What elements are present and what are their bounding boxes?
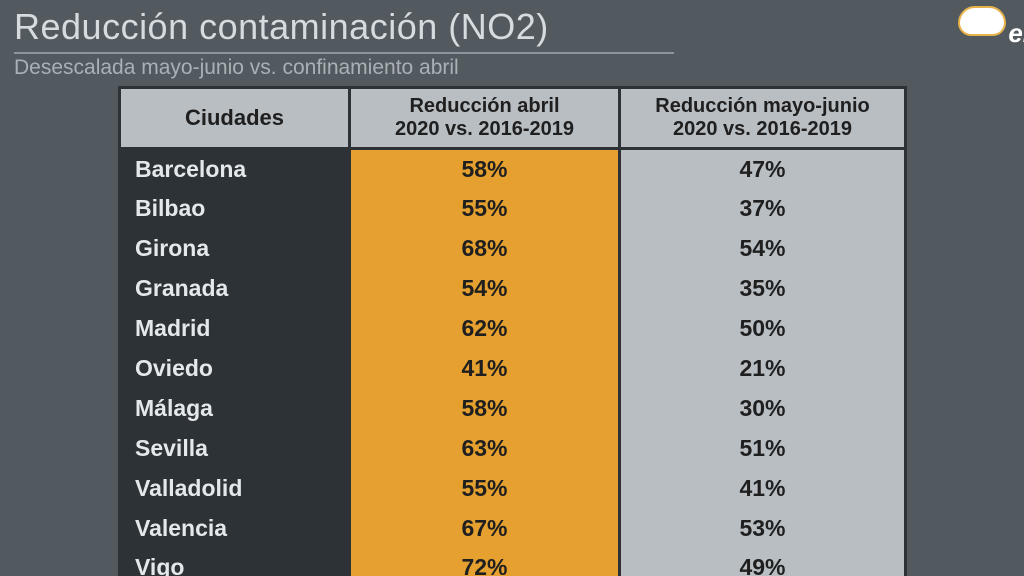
header-april: Reducción abril 2020 vs. 2016-2019	[350, 88, 620, 149]
city-cell: Madrid	[120, 309, 350, 349]
table-row: Girona68%54%	[120, 229, 906, 269]
mayjun-cell: 37%	[620, 189, 906, 229]
header-mayjun-line1: Reducción mayo-junio	[655, 95, 869, 117]
mayjun-cell: 51%	[620, 429, 906, 469]
april-cell: 54%	[350, 269, 620, 309]
april-cell: 58%	[350, 149, 620, 189]
table-row: Barcelona58%47%	[120, 149, 906, 189]
april-cell: 55%	[350, 189, 620, 229]
april-cell: 72%	[350, 549, 620, 576]
mayjun-cell: 54%	[620, 229, 906, 269]
table-row: Vigo72%49%	[120, 549, 906, 576]
april-cell: 55%	[350, 469, 620, 509]
april-cell: 41%	[350, 349, 620, 389]
page-subtitle: Desescalada mayo-junio vs. confinamiento…	[14, 56, 1010, 80]
header-mayjun-line2: 2020 vs. 2016-2019	[673, 118, 852, 140]
table-body: Barcelona58%47%Bilbao55%37%Girona68%54%G…	[120, 149, 906, 576]
table-row: Bilbao55%37%	[120, 189, 906, 229]
table-row: Granada54%35%	[120, 269, 906, 309]
april-cell: 68%	[350, 229, 620, 269]
title-underline	[14, 52, 674, 54]
table-row: Valencia67%53%	[120, 509, 906, 549]
city-cell: Málaga	[120, 389, 350, 429]
mayjun-cell: 50%	[620, 309, 906, 349]
mayjun-cell: 41%	[620, 469, 906, 509]
city-cell: Barcelona	[120, 149, 350, 189]
april-cell: 63%	[350, 429, 620, 469]
header-april-line2: 2020 vs. 2016-2019	[395, 118, 574, 140]
city-cell: Vigo	[120, 549, 350, 576]
cloud-icon	[958, 6, 1006, 36]
mayjun-cell: 49%	[620, 549, 906, 576]
header-april-line1: Reducción abril	[409, 95, 559, 117]
city-cell: Bilbao	[120, 189, 350, 229]
mayjun-cell: 21%	[620, 349, 906, 389]
table-row: Sevilla63%51%	[120, 429, 906, 469]
city-cell: Valladolid	[120, 469, 350, 509]
table-row: Madrid62%50%	[120, 309, 906, 349]
table-row: Oviedo41%21%	[120, 349, 906, 389]
mayjun-cell: 30%	[620, 389, 906, 429]
table-header-row: Ciudades Reducción abril 2020 vs. 2016-2…	[120, 88, 906, 149]
city-cell: Valencia	[120, 509, 350, 549]
april-cell: 67%	[350, 509, 620, 549]
table-row: Valladolid55%41%	[120, 469, 906, 509]
city-cell: Girona	[120, 229, 350, 269]
mayjun-cell: 47%	[620, 149, 906, 189]
brand-logo: el	[1008, 18, 1024, 49]
table-row: Málaga58%30%	[120, 389, 906, 429]
brand-text: el	[1008, 18, 1024, 48]
pollution-reduction-table: Ciudades Reducción abril 2020 vs. 2016-2…	[118, 86, 907, 576]
data-table-wrapper: Ciudades Reducción abril 2020 vs. 2016-2…	[118, 86, 904, 576]
header-mayjun: Reducción mayo-junio 2020 vs. 2016-2019	[620, 88, 906, 149]
city-cell: Granada	[120, 269, 350, 309]
mayjun-cell: 35%	[620, 269, 906, 309]
header-cities: Ciudades	[120, 88, 350, 149]
mayjun-cell: 53%	[620, 509, 906, 549]
city-cell: Oviedo	[120, 349, 350, 389]
page-title: Reducción contaminación (NO2)	[14, 6, 1010, 48]
april-cell: 62%	[350, 309, 620, 349]
april-cell: 58%	[350, 389, 620, 429]
city-cell: Sevilla	[120, 429, 350, 469]
